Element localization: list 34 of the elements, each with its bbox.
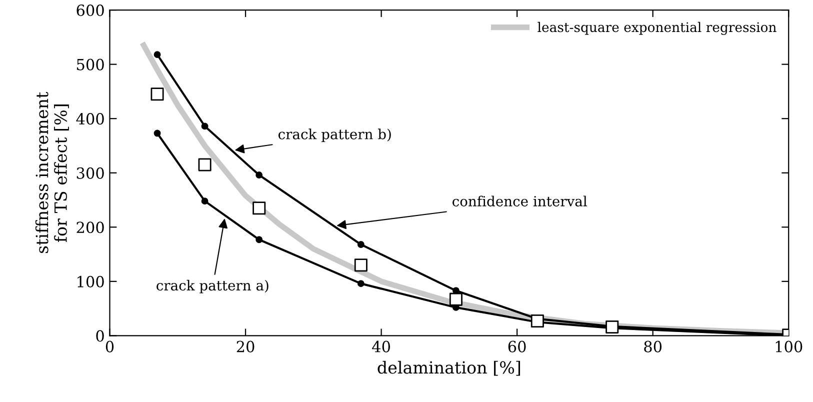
point <box>354 258 368 272</box>
point <box>201 122 208 130</box>
y-tick-label: 500 <box>77 58 104 70</box>
x-tick-label: 20 <box>236 340 254 352</box>
point <box>150 88 164 101</box>
x-tick-label: 40 <box>372 340 390 352</box>
point <box>201 198 208 205</box>
annotation: crack pattern b) <box>278 128 391 142</box>
point <box>256 236 263 244</box>
point <box>154 130 161 137</box>
point <box>606 320 619 334</box>
y-axis-title: stiffness increment for TS effect [%] <box>35 92 69 254</box>
y-tick-label: 0 <box>96 330 104 342</box>
point <box>357 241 364 248</box>
y-tick-label: 200 <box>76 222 104 234</box>
point <box>154 51 161 58</box>
x-tick-label: 100 <box>776 340 802 352</box>
annotation: crack pattern a) <box>156 280 268 294</box>
x-tick-label: 60 <box>508 340 526 352</box>
y-tick-label: 100 <box>78 276 104 288</box>
point <box>530 314 544 328</box>
annotation: confidence interval <box>452 196 587 206</box>
point <box>357 280 364 288</box>
point <box>449 292 462 306</box>
legend-label: least-square exponential regression <box>538 22 776 35</box>
x-axis-title: delamination [%] <box>378 360 520 376</box>
y-tick-label: 400 <box>76 113 104 125</box>
x-tick-label: 80 <box>644 340 662 352</box>
y-tick-label: 600 <box>76 4 104 16</box>
y-tick-label: 300 <box>76 167 104 179</box>
point <box>252 202 266 215</box>
x-tick-label: 0 <box>106 340 114 352</box>
point <box>256 172 263 179</box>
point <box>198 158 212 172</box>
